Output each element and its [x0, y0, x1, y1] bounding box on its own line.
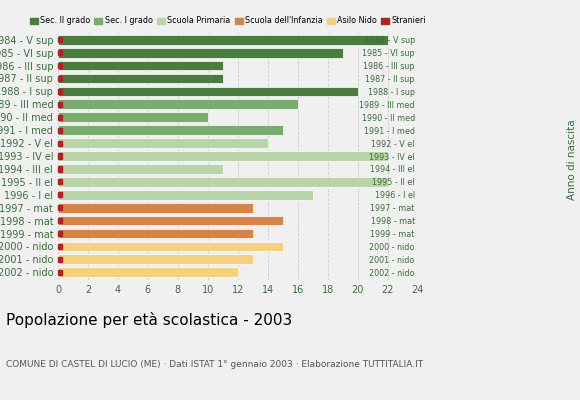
Legend: Sec. II grado, Sec. I grado, Scuola Primaria, Scuola dell'Infanzia, Asilo Nido, : Sec. II grado, Sec. I grado, Scuola Prim… [30, 16, 426, 26]
Bar [58, 128, 63, 133]
Bar [58, 86, 358, 96]
Bar [58, 151, 387, 161]
Bar [58, 270, 63, 275]
Bar [58, 102, 63, 107]
Bar [58, 37, 63, 42]
Bar [58, 74, 223, 83]
Text: COMUNE DI CASTEL DI LUCIO (ME) · Dati ISTAT 1° gennaio 2003 · Elaborazione TUTTI: COMUNE DI CASTEL DI LUCIO (ME) · Dati IS… [6, 360, 423, 369]
Bar [58, 125, 283, 135]
Bar [58, 216, 283, 226]
Bar [58, 154, 63, 158]
Bar [58, 229, 253, 238]
Bar [58, 254, 253, 264]
Bar [58, 177, 387, 187]
Text: Anno di nascita: Anno di nascita [567, 120, 577, 200]
Bar [58, 35, 387, 44]
Bar [58, 192, 63, 197]
Bar [58, 115, 63, 120]
Bar [58, 190, 313, 200]
Bar [58, 231, 63, 236]
Bar [58, 166, 63, 172]
Bar [58, 257, 63, 262]
Bar [58, 203, 253, 212]
Bar [58, 112, 208, 122]
Bar [58, 205, 63, 210]
Bar [58, 50, 63, 55]
Bar [58, 138, 268, 148]
Bar [58, 244, 63, 249]
Bar [58, 100, 298, 109]
Bar [58, 63, 63, 68]
Bar [58, 242, 283, 251]
Bar [58, 48, 343, 58]
Bar [58, 140, 63, 146]
Bar [58, 61, 223, 70]
Bar [58, 268, 238, 277]
Bar [58, 179, 63, 184]
Text: Popolazione per età scolastica - 2003: Popolazione per età scolastica - 2003 [6, 312, 292, 328]
Bar [58, 164, 223, 174]
Bar [58, 89, 63, 94]
Bar [58, 218, 63, 223]
Bar [58, 76, 63, 81]
